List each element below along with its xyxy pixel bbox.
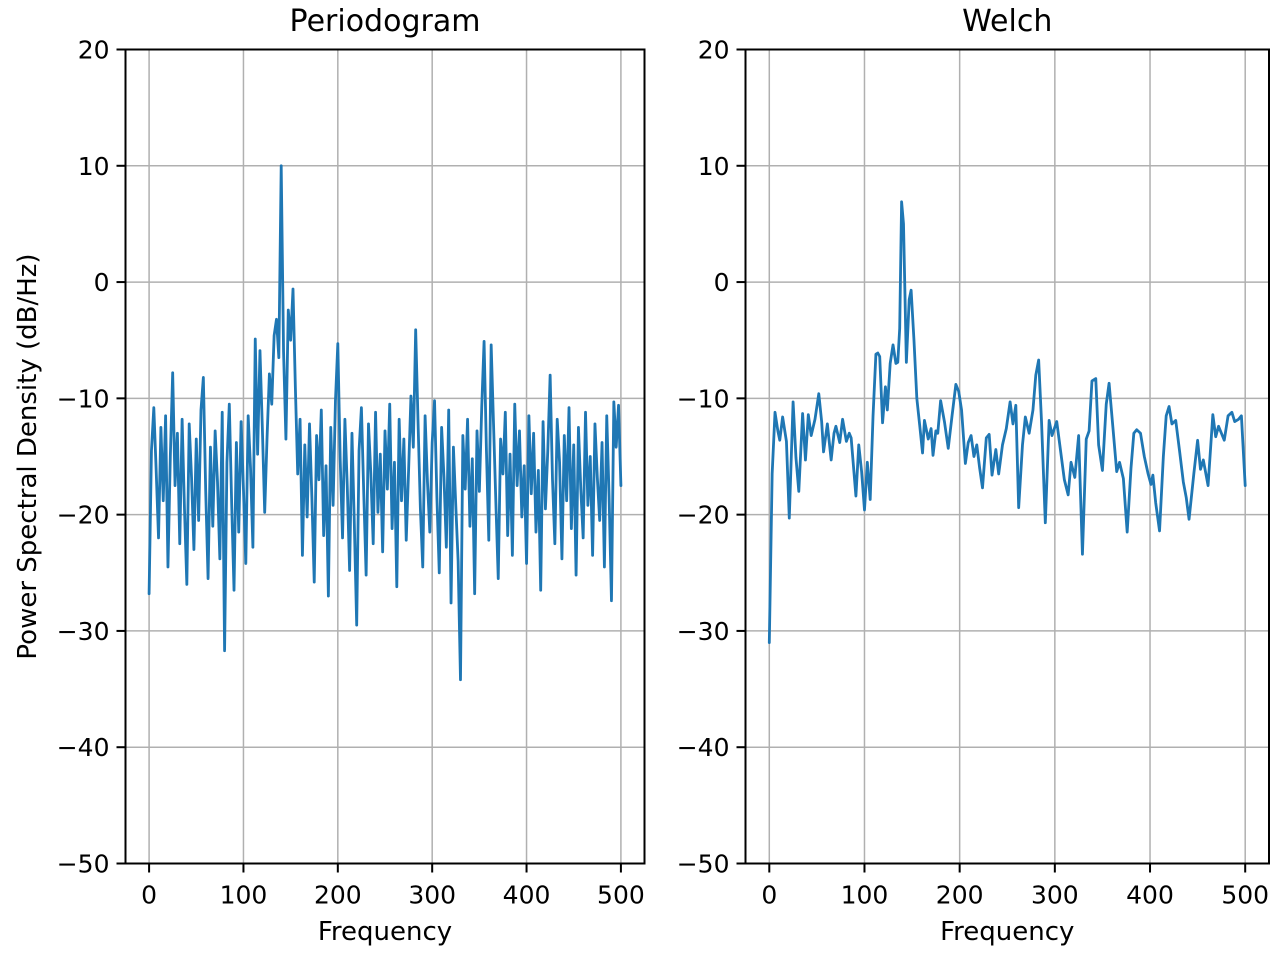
periodogram-title: Periodogram [290, 4, 481, 39]
welch-title: Welch [962, 4, 1052, 39]
x-tick-label: 200 [936, 881, 984, 910]
y-tick-label: −50 [677, 850, 730, 879]
x-tick-label: 200 [314, 881, 362, 910]
x-tick-label: 100 [841, 881, 889, 910]
x-tick-label: 0 [761, 881, 777, 910]
periodogram-psd-line [147, 164, 623, 682]
x-tick-label: 400 [1126, 881, 1174, 910]
y-tick-label: 20 [698, 36, 730, 65]
x-tick-label: 100 [220, 881, 268, 910]
x-tick-label: 0 [141, 881, 157, 910]
y-tick-label: −40 [57, 733, 110, 762]
y-tick-label: 0 [94, 268, 110, 297]
periodogram-subplot: 0 100 200 300 400 50020100−10−20−30−40−50Peri… [13, 4, 646, 947]
axes-spines [124, 48, 646, 865]
y-tick-label: 20 [78, 36, 110, 65]
x-tick-label: 400 [503, 881, 551, 910]
y-axis-label: Power Spectral Density (dB/Hz) [13, 253, 43, 659]
x-tick-label: 300 [1031, 881, 1079, 910]
axes-spines [744, 48, 1270, 865]
y-tick-label: −30 [57, 617, 110, 646]
x-tick-label: 500 [597, 881, 645, 910]
y-tick-label: −10 [677, 384, 730, 413]
y-tick-label: −30 [677, 617, 730, 646]
y-tick-label: −50 [57, 850, 110, 879]
y-tick-label: −10 [57, 384, 110, 413]
welch-subplot: 0 100 200 300 400 50020100−10−20−30−40−50Welc… [677, 4, 1270, 947]
x-axis-label: Frequency [940, 917, 1074, 947]
y-tick-label: 10 [698, 152, 730, 181]
y-tick-label: 0 [714, 268, 730, 297]
welch-psd-line [767, 200, 1247, 644]
y-tick-label: −40 [677, 733, 730, 762]
y-tick-label: −20 [677, 501, 730, 530]
y-tick-label: 10 [78, 152, 110, 181]
x-axis-label: Frequency [318, 917, 452, 947]
y-tick-label: −20 [57, 501, 110, 530]
x-tick-label: 300 [408, 881, 456, 910]
x-tick-label: 500 [1221, 881, 1269, 910]
